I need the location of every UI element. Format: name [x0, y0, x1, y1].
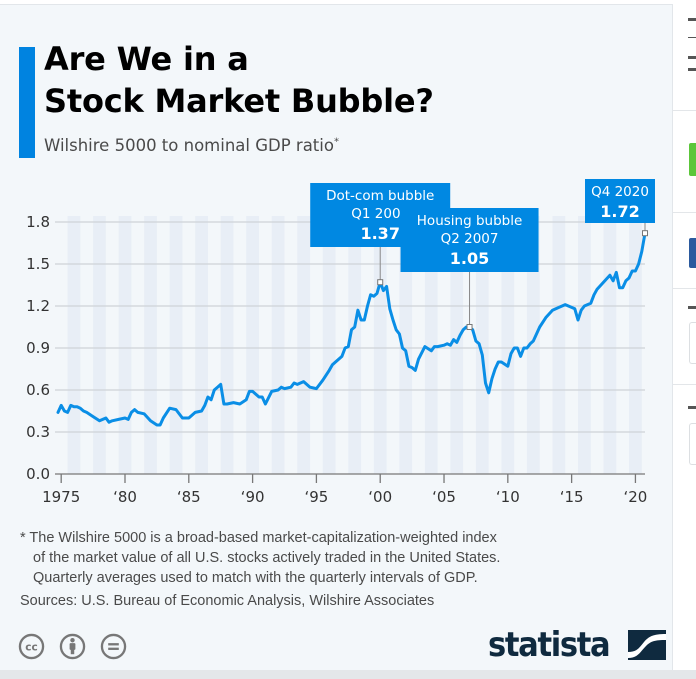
y-tick-label: 0.3: [26, 423, 50, 441]
svg-text:cc: cc: [25, 641, 38, 653]
side-input-box[interactable]: [689, 423, 696, 465]
callout-label: Housing bubble: [417, 213, 523, 229]
side-input-box[interactable]: [689, 322, 696, 364]
x-tick-label: ‘95: [304, 488, 328, 506]
year-bands: [67, 216, 642, 474]
chart-title: Are We in a Stock Market Bubble?: [44, 38, 434, 122]
year-band: [399, 216, 413, 474]
statista-wordmark: statista: [488, 625, 611, 665]
bottom-scroll-area: [0, 670, 696, 679]
callout: Housing bubble Q2 2007 1.05: [400, 208, 539, 272]
x-tick-label: ‘80: [113, 488, 137, 506]
year-band: [195, 216, 208, 474]
title-line-2: Stock Market Bubble?: [44, 82, 434, 120]
side-text-marker: [688, 68, 696, 71]
y-tick-label: 0.6: [26, 381, 50, 399]
y-tick-label: 1.2: [26, 297, 50, 315]
year-band: [501, 216, 515, 474]
gridlines: [55, 221, 645, 433]
footnote: * The Wilshire 5000 is a broad-based mar…: [20, 528, 500, 588]
year-band: [220, 216, 234, 474]
year-band: [450, 216, 464, 474]
side-text-marker: [688, 56, 696, 59]
x-tick-label: 1975: [42, 488, 80, 506]
callout-period: Q2 2007: [441, 231, 499, 247]
year-band: [271, 216, 285, 474]
series-line: [56, 231, 647, 427]
callout-marker: [466, 324, 473, 330]
side-divider: [673, 110, 696, 111]
x-tick-label: ‘10: [496, 488, 520, 506]
callout-box: [400, 208, 539, 272]
footnote-line-2: of the market value of all U.S. stocks a…: [33, 550, 501, 566]
year-band: [424, 216, 438, 474]
sources: Sources: U.S. Bureau of Economic Analysi…: [20, 593, 435, 609]
year-band: [169, 216, 183, 474]
x-axis: 1975 ‘80 ‘85 ‘90 ‘95 ‘00 ‘05 ‘10 ‘15 ‘20: [42, 473, 647, 506]
footnote-line-3: Quarterly averages used to match with th…: [33, 570, 478, 586]
side-blue-button[interactable]: [689, 238, 696, 268]
x-tick-label: ‘85: [177, 488, 201, 506]
cc-icon[interactable]: cc: [18, 633, 45, 660]
side-text-marker: [688, 18, 696, 21]
year-band: [67, 216, 81, 474]
title-line-1: Are We in a: [44, 40, 249, 78]
x-tick-label: ‘00: [368, 488, 392, 506]
callout: Q4 2020 1.72: [585, 179, 655, 223]
year-band: [373, 216, 387, 474]
x-tick-label: ‘05: [432, 488, 456, 506]
y-tick-label: 1.8: [26, 213, 50, 231]
callout-markers: [377, 230, 648, 330]
year-band: [118, 216, 132, 474]
y-tick-label: 1.5: [26, 255, 50, 273]
no-derivatives-icon[interactable]: [100, 633, 127, 660]
attribution-icon[interactable]: [59, 633, 86, 660]
subtitle-footnote-marker: *: [333, 136, 339, 148]
y-tick-label: 0.9: [26, 339, 50, 357]
callout-marker: [642, 230, 648, 237]
y-axis: 0.0 0.3 0.6 0.9 1.2 1.5 1.8: [26, 213, 50, 483]
year-band: [246, 216, 259, 474]
year-band: [348, 216, 362, 474]
statista-logo[interactable]: statista: [488, 625, 666, 665]
year-band: [578, 216, 591, 474]
year-band: [144, 216, 157, 474]
callout-value: 1.72: [600, 202, 639, 221]
year-band: [297, 216, 311, 474]
y-tick-label: 0.0: [26, 465, 50, 483]
side-label-marker: [688, 306, 696, 309]
callout-period: Q1 2000: [351, 206, 409, 222]
side-green-button[interactable]: [689, 143, 696, 176]
x-tick-label: ‘20: [623, 488, 647, 506]
side-divider: [673, 212, 696, 213]
callouts: Dot-com bubble Q1 2000 1.37 Housing bubble Q…: [310, 179, 655, 272]
side-divider: [673, 288, 696, 289]
side-panel: [673, 4, 696, 670]
callout-value: 1.05: [450, 249, 489, 268]
statista-logo-icon: [628, 630, 666, 660]
callout-label: Dot-com bubble: [326, 188, 434, 204]
year-band: [629, 216, 642, 474]
year-band: [526, 216, 540, 474]
year-band: [475, 216, 489, 474]
callout-marker: [377, 279, 384, 286]
year-band: [322, 216, 336, 474]
side-label-marker: [688, 406, 696, 409]
footnote-line-1: * The Wilshire 5000 is a broad-based mar…: [20, 530, 497, 546]
callout-box: [585, 179, 655, 223]
subtitle-text: Wilshire 5000 to nominal GDP ratio: [44, 136, 334, 155]
year-band: [552, 216, 566, 474]
chart-subtitle: Wilshire 5000 to nominal GDP ratio*: [44, 136, 339, 155]
side-divider: [673, 384, 696, 385]
year-band: [603, 216, 617, 474]
callout-value: 1.37: [360, 224, 399, 243]
callout-period: Q4 2020: [591, 184, 649, 200]
title-accent-bar: [19, 47, 35, 158]
year-band: [93, 216, 106, 474]
x-tick-label: ‘90: [241, 488, 265, 506]
x-tick-label: ‘15: [560, 488, 584, 506]
side-text-marker: [688, 37, 696, 38]
